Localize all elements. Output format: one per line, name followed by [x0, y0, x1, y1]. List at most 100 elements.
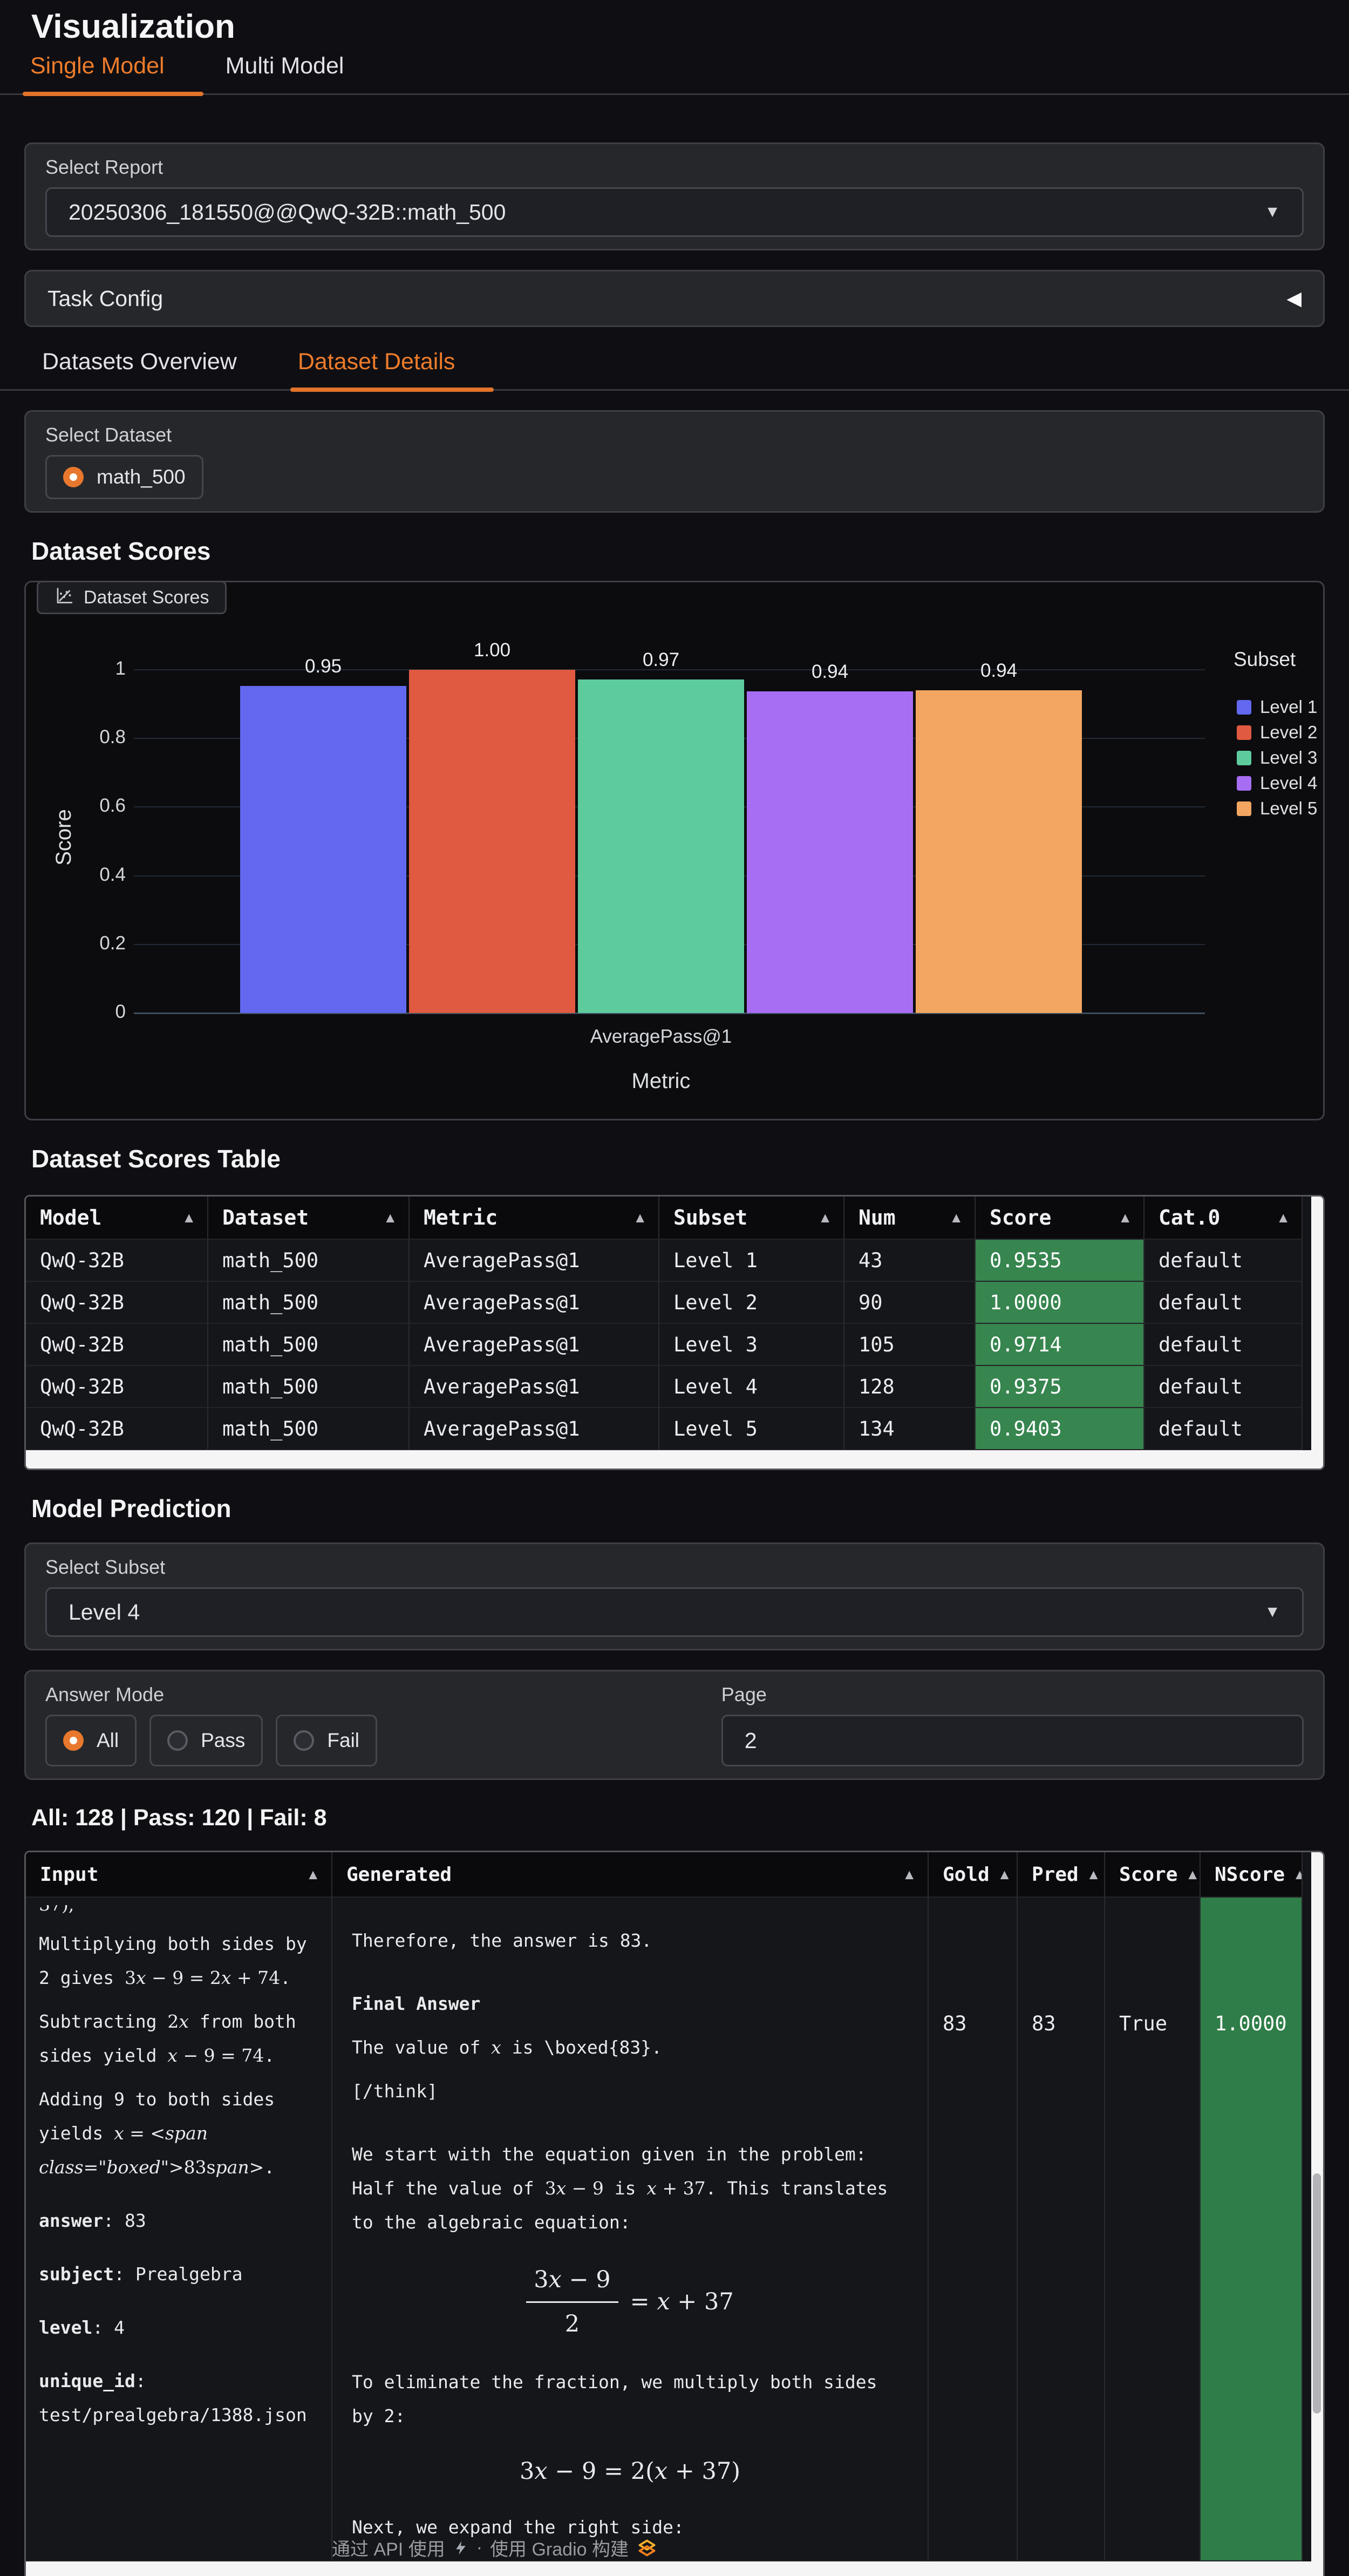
legend-swatch-icon: [1237, 725, 1251, 740]
input-paragraph: Multiplying both sides by 2 gives 3x − 9…: [39, 1933, 307, 1988]
answer-mode-label: Answer Mode: [45, 1683, 165, 1705]
score-cell: True: [1105, 1898, 1201, 2561]
column-header-label: Model: [40, 1206, 102, 1229]
model-prediction-table: Input ▲ Generated ▲ Gold ▲ Pred ▲ Score ▲ NScore ▲ 2…: [24, 1851, 1325, 2576]
table-cell: AveragePass@1: [410, 1408, 659, 1450]
table-cell: 90: [844, 1282, 976, 1324]
sort-arrow-icon: ▲: [821, 1209, 829, 1226]
dataset-scores-chart: Dataset Scores 1 0.8 0.6 0.4 0.2 0 0.95 1.00 0.9…: [24, 581, 1325, 1120]
vertical-scrollbar[interactable]: [1311, 1197, 1323, 1469]
bar-level-1[interactable]: [240, 685, 406, 1013]
page-input[interactable]: 2: [721, 1715, 1304, 1766]
column-header-generated[interactable]: Generated ▲: [332, 1852, 929, 1898]
table-cell: QwQ-32B: [26, 1408, 208, 1450]
column-header-label: Dataset: [222, 1206, 309, 1229]
input-paragraph: level: 4: [39, 2317, 125, 2338]
table-cell: default: [1144, 1240, 1303, 1282]
footer-separator: ·: [476, 2537, 483, 2558]
table-header-row: Input ▲ Generated ▲ Gold ▲ Pred ▲ Score ▲ NScore ▲: [26, 1852, 1323, 1898]
table-cell: math_500: [208, 1324, 410, 1366]
table-header-row: Model ▲ Dataset ▲ Metric ▲ Subset ▲ Num ▲ Score ▲ Ca…: [26, 1197, 1323, 1240]
column-header-label: NScore: [1215, 1863, 1285, 1886]
answer-mode-option-pass[interactable]: Pass: [149, 1715, 263, 1766]
column-header-model[interactable]: Model ▲: [26, 1197, 208, 1240]
dataset-radio-math-500[interactable]: math_500: [45, 455, 203, 499]
report-dropdown[interactable]: 20250306_181550@@QwQ-32B::math_500 ▼: [45, 187, 1304, 237]
radio-selected-icon: [63, 1730, 84, 1751]
tab-dataset-details[interactable]: Dataset Details: [290, 349, 494, 392]
input-cell: 2(x + 37), Multiplying both sides by 2 gi…: [26, 1898, 332, 2561]
column-header-score[interactable]: Score ▲: [1105, 1852, 1201, 1898]
answer-mode-option-label: Fail: [327, 1729, 360, 1751]
bar-level-4[interactable]: [747, 691, 913, 1013]
answer-mode-option-label: Pass: [201, 1729, 246, 1751]
table-cell: QwQ-32B: [26, 1324, 208, 1366]
bar-level-3[interactable]: [578, 679, 744, 1013]
legend-item-level-3[interactable]: Level 3: [1237, 747, 1317, 768]
sort-arrow-icon: ▲: [386, 1209, 394, 1226]
page-input-value: 2: [744, 1728, 757, 1753]
bar-level-2[interactable]: [409, 670, 575, 1013]
answer-mode-option-all[interactable]: All: [45, 1715, 137, 1766]
table-cell: AveragePass@1: [410, 1282, 659, 1324]
column-header-dataset[interactable]: Dataset ▲: [208, 1197, 410, 1240]
pred-cell: 83: [1018, 1898, 1105, 2561]
horizontal-scrollbar[interactable]: [26, 1450, 1323, 1469]
scatter-chart-icon: [54, 586, 74, 610]
vertical-scrollbar-thumb[interactable]: [1313, 2173, 1321, 2414]
bar-level-5[interactable]: [916, 690, 1082, 1013]
column-header-nscore[interactable]: NScore ▲: [1201, 1852, 1303, 1898]
chevron-down-icon: ▼: [1264, 203, 1280, 221]
vertical-scrollbar[interactable]: [1311, 1852, 1323, 2576]
column-header-metric[interactable]: Metric ▲: [410, 1197, 659, 1240]
built-with-gradio-link[interactable]: 使用 Gradio 构建: [490, 2539, 629, 2560]
column-header-subset[interactable]: Subset ▲: [659, 1197, 844, 1240]
column-header-pred[interactable]: Pred ▲: [1018, 1852, 1105, 1898]
column-header-input[interactable]: Input ▲: [26, 1852, 332, 1898]
sort-arrow-icon: ▲: [1121, 1209, 1129, 1226]
sort-arrow-icon: ▲: [1000, 1866, 1009, 1882]
table-cell: Level 1: [659, 1240, 844, 1282]
pass-fail-stats: All: 128 | Pass: 120 | Fail: 8: [31, 1805, 327, 1831]
horizontal-scrollbar[interactable]: [26, 2561, 1323, 2576]
column-header-cat-0[interactable]: Cat.0 ▲: [1144, 1197, 1303, 1240]
legend-swatch-icon: [1237, 801, 1251, 816]
legend-item-label: Level 4: [1260, 773, 1318, 793]
legend-item-level-2[interactable]: Level 2: [1237, 722, 1317, 743]
legend-title: Subset: [1234, 648, 1296, 670]
tab-single-model[interactable]: Single Model: [23, 53, 203, 96]
select-dataset-label: Select Dataset: [45, 424, 172, 446]
input-paragraph: Subtracting 2x from both sides yield x −…: [39, 2011, 296, 2066]
legend-item-level-5[interactable]: Level 5: [1237, 798, 1317, 819]
column-header-label: Gold: [943, 1863, 990, 1886]
lightning-icon: [453, 2538, 469, 2558]
column-header-score[interactable]: Score ▲: [976, 1197, 1144, 1240]
answer-mode-option-fail[interactable]: Fail: [276, 1715, 378, 1766]
generated-cell-content: Therefore, the answer is 83. Final Answer…: [332, 1898, 928, 2560]
dataset-scores-table-heading: Dataset Scores Table: [31, 1145, 281, 1173]
select-subset-label: Select Subset: [45, 1556, 166, 1578]
chart-tab-button[interactable]: Dataset Scores: [37, 581, 227, 614]
column-header-label: Score: [1119, 1863, 1178, 1886]
table-row: QwQ-32B math_500 AveragePass@1 Level 2 90 1.0…: [26, 1282, 1323, 1324]
task-config-accordion[interactable]: Task Config ◀: [24, 270, 1325, 327]
chart-gridline: [134, 1012, 1205, 1014]
column-header-num[interactable]: Num ▲: [844, 1197, 976, 1240]
tab-multi-model[interactable]: Multi Model: [225, 53, 344, 79]
fraction-denominator: 2: [564, 2310, 580, 2337]
gradio-footer: 通过 API 使用 · 使用 Gradio 构建: [332, 2534, 658, 2561]
subset-dropdown[interactable]: Level 4 ▼: [45, 1587, 1304, 1637]
bar-value-label: 0.97: [642, 649, 680, 671]
column-header-gold[interactable]: Gold ▲: [929, 1852, 1018, 1898]
use-via-api-link[interactable]: 通过 API 使用: [332, 2539, 445, 2560]
tab-datasets-overview[interactable]: Datasets Overview: [42, 349, 237, 375]
table-cell: QwQ-32B: [26, 1366, 208, 1408]
legend-item-level-1[interactable]: Level 1: [1237, 697, 1317, 717]
legend-item-level-4[interactable]: Level 4: [1237, 773, 1317, 793]
table-cell: Level 2: [659, 1282, 844, 1324]
column-header-label: Num: [859, 1206, 896, 1229]
table-row: 2(x + 37), Multiplying both sides by 2 gi…: [26, 1898, 1323, 2561]
subset-dropdown-value: Level 4: [69, 1599, 140, 1625]
legend-swatch-icon: [1237, 750, 1251, 765]
